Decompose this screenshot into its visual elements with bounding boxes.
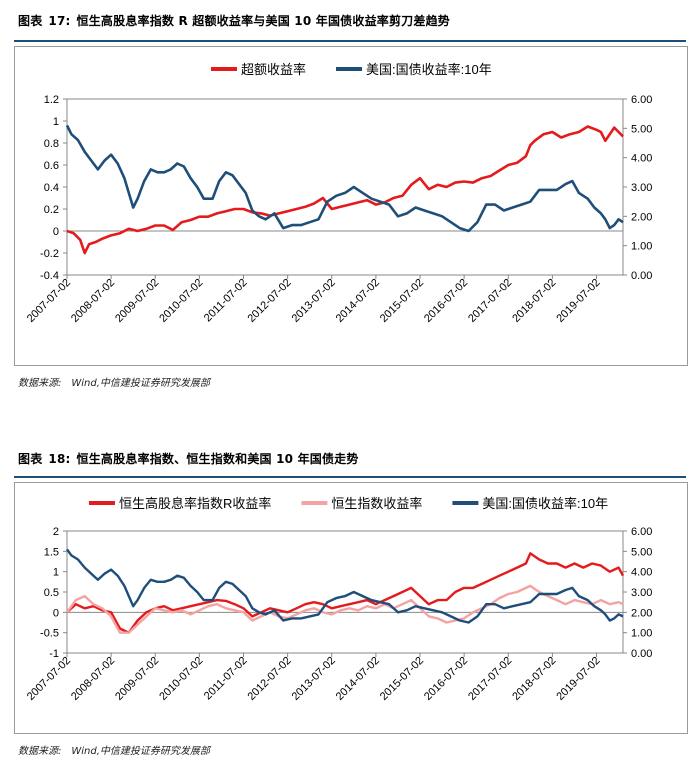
series-line-2 [66, 584, 624, 634]
series-line-3 [66, 548, 624, 624]
x-tick-label: 2014-07-02 [334, 277, 382, 325]
x-tick-label: 2009-07-02 [113, 655, 161, 703]
chart-2: 2 1.5 1 0.5 0 -0.5 -1 6.00 5.00 4.00 3.00 2.00 1.00 0… [25, 496, 653, 703]
legend-label-3: 美国:国债收益率:10年 [482, 496, 608, 511]
x-tick-label: 2013-07-02 [290, 655, 338, 703]
chart-2-frame: 2 1.5 1 0.5 0 -0.5 -1 6.00 5.00 4.00 3.00 2.00 1.00 0… [14, 482, 688, 734]
x-tick-label: 2017-07-02 [466, 655, 514, 703]
x-tick-label: 2010-07-02 [157, 277, 205, 325]
figure-17-source-label: 数据来源: [18, 378, 62, 389]
y-left-tick-label: 1 [53, 567, 59, 579]
x-tick-label: 2015-07-02 [378, 655, 426, 703]
series-line-1 [66, 125, 624, 255]
y-left-tick-label: 0 [53, 607, 59, 619]
figure-17-title-text: 恒生高股息率指数 R 超额收益率与美国 10 年国债收益率剪刀差趋势 [76, 14, 450, 28]
figure-18-label: 图表 [18, 452, 43, 466]
x-tick-label: 2011-07-02 [202, 277, 250, 325]
figure-17-title: 图表 17: 恒生高股息率指数 R 超额收益率与美国 10 年国债收益率剪刀差趋势 [18, 12, 450, 29]
y-left-tick-label: 0 [53, 226, 59, 238]
y-left-tick-label: -1 [49, 648, 59, 660]
plot-area [66, 98, 624, 276]
x-tick-label: 2019-07-02 [554, 655, 602, 703]
y-right-tick-label: 6.00 [631, 526, 652, 538]
y-right-tick-label: 1.00 [631, 241, 652, 253]
chart-1-frame: 1.2 1 0.8 0.6 0.4 0.2 0 -0.2 -0.4 6.00 5.00 4.00 3.0… [14, 46, 688, 366]
y-left-tick-label: -0.2 [40, 248, 59, 260]
x-tick-label: 2007-07-02 [25, 655, 73, 703]
series-line-2 [65, 124, 624, 233]
y-left-tick-label: 0.8 [44, 138, 59, 150]
y-right-tick-label: 3.00 [631, 587, 652, 599]
x-tick-label: 2016-07-02 [422, 277, 470, 325]
x-tick-label: 2017-07-02 [466, 277, 514, 325]
figure-17-title-rule [14, 40, 686, 42]
figure-18-title-text: 恒生高股息率指数、恒生指数和美国 10 年国债走势 [76, 452, 359, 466]
y-right-tick-label: 2.00 [631, 211, 652, 223]
figure-18-source-label: 数据来源: [18, 746, 62, 757]
series-line-1 [66, 552, 625, 634]
x-tick-label: 2014-07-02 [334, 655, 382, 703]
x-tick-label: 2011-07-02 [202, 655, 250, 703]
y-left-tick-label: -0.5 [40, 628, 59, 640]
figure-18-title: 图表 18: 恒生高股息率指数、恒生指数和美国 10 年国债走势 [18, 450, 359, 467]
y-right-tick-label: 6.00 [631, 94, 652, 106]
legend-label-2: 恒生指数收益率 [331, 496, 422, 511]
figure-18-source-text: Wind,中信建投证券研究发展部 [71, 746, 210, 757]
x-tick-label: 2008-07-02 [69, 655, 117, 703]
figure-18-number: 18: [48, 452, 71, 466]
y-left-tick-label: 0.2 [44, 204, 59, 216]
y-right-tick-label: 5.00 [631, 546, 652, 558]
x-tick-label: 2016-07-02 [422, 655, 470, 703]
x-tick-label: 2018-07-02 [510, 655, 558, 703]
y-left-tick-label: 2 [53, 526, 59, 538]
x-tick-label: 2015-07-02 [378, 277, 426, 325]
figure-17-label: 图表 [18, 14, 43, 28]
y-left-tick-label: 0.4 [44, 182, 59, 194]
y-right-tick-label: 4.00 [631, 153, 652, 165]
x-tick-label: 2012-07-02 [245, 655, 293, 703]
x-tick-label: 2019-07-02 [554, 277, 602, 325]
y-right-tick-label: 3.00 [631, 182, 652, 194]
y-right-tick-label: 5.00 [631, 123, 652, 135]
y-left-tick-label: 0.5 [44, 587, 59, 599]
x-tick-label: 2008-07-02 [69, 277, 117, 325]
y-right-tick-label: 2.00 [631, 607, 652, 619]
y-left-tick-label: 1 [53, 116, 59, 128]
figure-17-source: 数据来源: Wind,中信建投证券研究发展部 [18, 374, 220, 389]
y-left-tick-label: 1.2 [44, 94, 59, 106]
y-left-tick-label: 0.6 [44, 160, 59, 172]
legend-label-1: 超额收益率 [241, 62, 306, 77]
figure-17-source-text: Wind,中信建投证券研究发展部 [71, 378, 210, 389]
y-left-tick-label: -0.4 [40, 270, 59, 282]
figure-18-title-rule [14, 476, 686, 478]
y-left-tick-label: 1.5 [44, 546, 59, 558]
x-tick-label: 2013-07-02 [290, 277, 338, 325]
x-tick-label: 2007-07-02 [25, 277, 73, 325]
figure-17-number: 17: [48, 14, 71, 28]
y-right-tick-label: 4.00 [631, 567, 652, 579]
y-right-tick-label: 0.00 [631, 648, 652, 660]
x-tick-label: 2009-07-02 [113, 277, 161, 325]
x-tick-label: 2018-07-02 [510, 277, 558, 325]
y-right-tick-label: 0.00 [631, 270, 652, 282]
x-tick-label: 2012-07-02 [245, 277, 293, 325]
legend-label-1: 恒生高股息率指数R收益率 [119, 496, 271, 511]
figure-18-source: 数据来源: Wind,中信建投证券研究发展部 [18, 742, 220, 757]
x-tick-label: 2010-07-02 [157, 655, 205, 703]
chart-1: 1.2 1 0.8 0.6 0.4 0.2 0 -0.2 -0.4 6.00 5.00 4.00 3.0… [25, 62, 653, 325]
y-right-tick-label: 1.00 [631, 628, 652, 640]
legend-label-2: 美国:国债收益率:10年 [366, 62, 492, 77]
